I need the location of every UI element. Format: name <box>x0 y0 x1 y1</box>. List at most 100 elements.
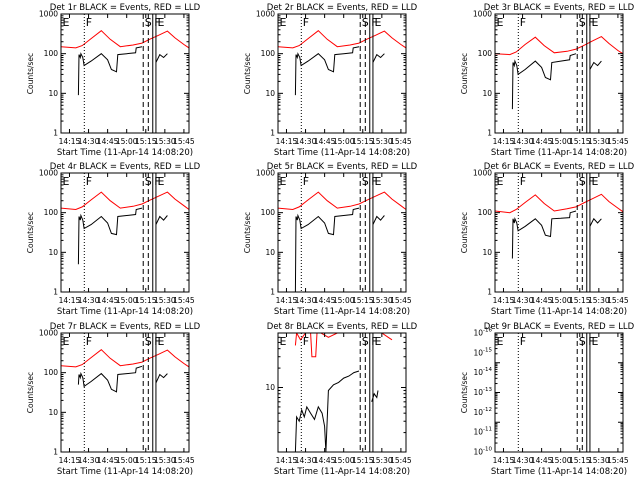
y-axis-label: Counts/sec <box>460 53 469 94</box>
event-marker-label: E <box>591 16 598 29</box>
x-axis-label: Start Time (11-Apr-14 14:08:20) <box>274 307 410 317</box>
panel-det-1: Det 1r BLACK = Events, RED = LLD Start Ti… <box>26 3 201 158</box>
event-rate-line <box>511 210 602 259</box>
panel-det-9: Det 9r BLACK = Events, RED = LLD Start Ti… <box>460 322 635 477</box>
x-tick-label: 15:45 <box>173 296 195 305</box>
event-marker-label: F <box>303 335 309 348</box>
x-tick-label: 14:15 <box>59 137 81 146</box>
x-tick-label: 15:30 <box>371 137 393 146</box>
y-tick-label: 1000 <box>39 169 58 178</box>
x-tick-label: 15:15 <box>569 296 591 305</box>
y-tick-label: 1 <box>487 288 492 297</box>
x-tick-label: 14:30 <box>78 296 100 305</box>
plot-frame <box>494 172 624 293</box>
x-tick-label: 14:15 <box>59 296 81 305</box>
x-tick-label: 15:00 <box>333 137 355 146</box>
x-tick-label: 15:30 <box>588 137 610 146</box>
y-tick-label: 10 <box>48 248 58 257</box>
x-tick-label: 15:45 <box>390 137 412 146</box>
event-marker-label: F <box>86 335 92 348</box>
x-tick-label: 14:45 <box>531 137 553 146</box>
y-tick-label: 1 <box>53 129 58 138</box>
series-group <box>61 349 189 393</box>
y-axis-label: Counts/sec <box>243 212 252 253</box>
plot-frame <box>277 13 407 134</box>
x-tick-label: 14:30 <box>512 137 534 146</box>
x-axis-label: Start Time (11-Apr-14 14:08:20) <box>491 467 627 477</box>
x-tick-label: 14:30 <box>512 296 534 305</box>
event-marker-label: F <box>86 175 92 188</box>
x-tick-label: 14:30 <box>78 456 100 465</box>
x-tick-label: 14:45 <box>314 137 336 146</box>
x-tick-label: 15:45 <box>607 137 629 146</box>
y-tick-label: 10 <box>265 89 275 98</box>
y-tick-label: 1 <box>53 288 58 297</box>
x-axis-label: Start Time (11-Apr-14 14:08:20) <box>274 148 410 158</box>
x-axis-label: Start Time (11-Apr-14 14:08:20) <box>57 467 193 477</box>
y-tick-label: 100 <box>261 49 276 58</box>
x-tick-label: 15:30 <box>154 296 176 305</box>
lld-rate-line <box>278 30 406 49</box>
panel-title: Det 7r BLACK = Events, RED = LLD <box>50 322 201 332</box>
lld-rate-line <box>61 191 189 211</box>
x-tick-label: 15:15 <box>135 296 157 305</box>
panel-title: Det 2r BLACK = Events, RED = LLD <box>267 3 418 13</box>
event-rate-line <box>77 46 168 96</box>
x-tick-label: 14:30 <box>295 456 317 465</box>
x-axis-label: Start Time (11-Apr-14 14:08:20) <box>274 467 410 477</box>
x-tick-label: 15:45 <box>390 296 412 305</box>
y-tick-label: 10-11 <box>473 427 492 437</box>
lld-rate-line <box>495 193 623 214</box>
x-tick-label: 15:00 <box>116 296 138 305</box>
x-axis-label: Start Time (11-Apr-14 14:08:20) <box>57 307 193 317</box>
y-tick-label: 1000 <box>256 10 275 19</box>
x-axis-label: Start Time (11-Apr-14 14:08:20) <box>491 148 627 158</box>
y-tick-label: 100 <box>478 49 493 58</box>
x-tick-label: 14:45 <box>97 137 119 146</box>
event-marker-label: F <box>303 175 309 188</box>
y-tick-label: 1 <box>270 129 275 138</box>
panel-title: Det 3r BLACK = Events, RED = LLD <box>484 3 635 13</box>
event-marker-label: F <box>154 175 160 188</box>
event-marker-label: E <box>497 335 504 348</box>
x-axis-label: Start Time (11-Apr-14 14:08:20) <box>491 307 627 317</box>
x-tick-label: 15:30 <box>588 456 610 465</box>
plot-frame <box>277 332 407 453</box>
event-marker-label: E <box>157 335 164 348</box>
event-marker-label: F <box>303 16 309 29</box>
x-tick-label: 14:45 <box>314 456 336 465</box>
x-tick-label: 15:30 <box>154 137 176 146</box>
event-marker-label: E <box>591 175 598 188</box>
lld-rate-line <box>278 191 406 211</box>
x-axis-label: Start Time (11-Apr-14 14:08:20) <box>57 148 193 158</box>
event-rate-line <box>294 207 385 292</box>
panel-title: Det 6r BLACK = Events, RED = LLD <box>484 162 635 172</box>
series-group <box>278 191 406 292</box>
y-tick-label: 1000 <box>39 10 58 19</box>
panel-det-8: Det 8r BLACK = Events, RED = LLD Start Ti… <box>265 322 417 477</box>
event-marker-label: F <box>520 175 526 188</box>
x-tick-label: 15:30 <box>371 456 393 465</box>
y-tick-label: 1 <box>487 129 492 138</box>
event-rate-line <box>77 207 168 265</box>
event-marker-label: E <box>497 175 504 188</box>
y-tick-label: 1 <box>53 448 58 457</box>
x-tick-label: 15:15 <box>352 456 374 465</box>
y-tick-label: 10-14 <box>473 367 492 377</box>
lld-rate-line <box>294 333 393 358</box>
y-axis-label: Counts/sec <box>26 212 35 253</box>
lld-rate-line <box>61 30 189 49</box>
y-tick-label: 10-15 <box>473 347 492 357</box>
event-marker-label: E <box>374 335 381 348</box>
x-tick-label: 14:15 <box>493 456 515 465</box>
x-tick-label: 14:30 <box>512 456 534 465</box>
series-group <box>61 191 189 265</box>
event-marker-label: F <box>86 16 92 29</box>
plot-frame <box>60 13 190 134</box>
y-tick-label: 10-13 <box>473 387 492 397</box>
plot-frame <box>60 172 190 293</box>
event-marker-label: F <box>371 16 377 29</box>
y-tick-label: 10-10 <box>473 447 492 457</box>
x-tick-label: 15:45 <box>173 137 195 146</box>
series-group <box>61 30 189 96</box>
